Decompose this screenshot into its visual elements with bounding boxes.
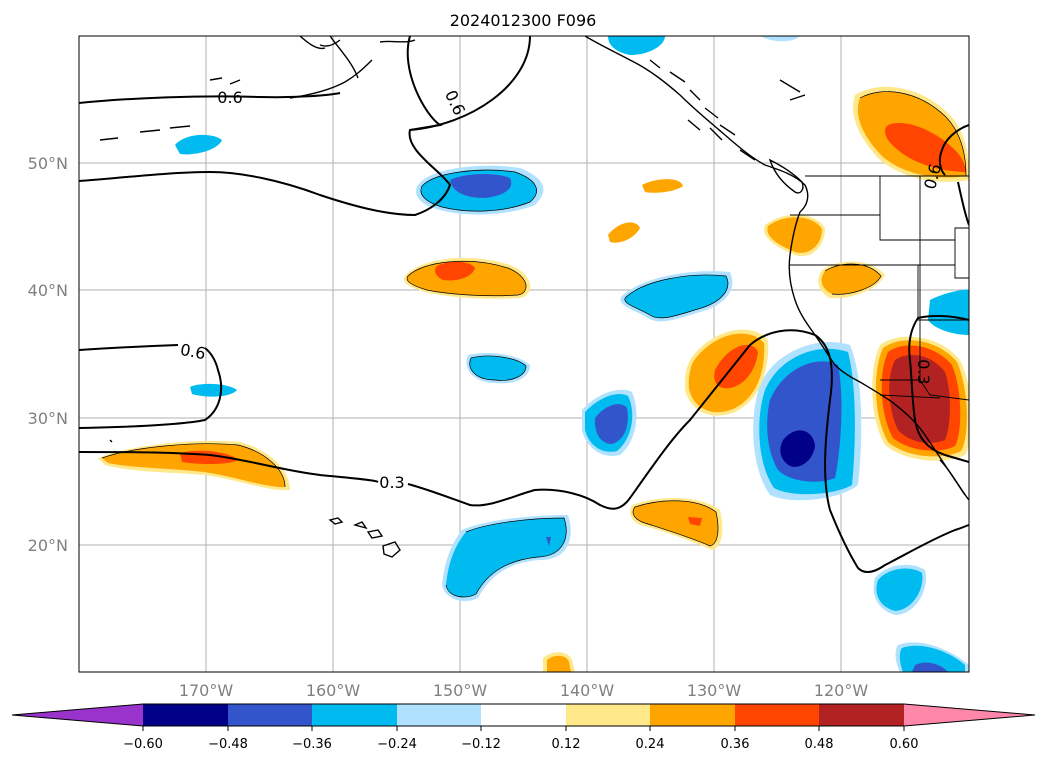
colorbar-bin (650, 704, 735, 726)
colorbar-min-extension (12, 704, 143, 726)
map-frame (78, 35, 970, 673)
colorbar-tick-label: −0.60 (123, 737, 163, 752)
colorbar-tick-label: −0.24 (377, 737, 417, 752)
lon-label: 130°W (687, 681, 742, 700)
lat-label: 40°N (28, 281, 68, 300)
colorbar-tick-label: 0.12 (552, 737, 581, 752)
lon-label: 150°W (433, 681, 488, 700)
contour-label: 0.6 (217, 88, 242, 107)
colorbar-ticks (142, 726, 905, 731)
colorbar-bin (819, 704, 904, 726)
colorbar-bin (228, 704, 312, 726)
colorbar: −0.60 −0.48 −0.36 −0.24 −0.12 0.12 0.24 … (11, 703, 1036, 752)
colorbar-tick-label: 0.24 (636, 737, 665, 752)
map-title: 2024012300 F096 (450, 11, 597, 30)
lon-label: 170°W (179, 681, 234, 700)
political-borders (790, 175, 969, 401)
lon-label: 160°W (306, 681, 361, 700)
longitude-labels: 170°W 160°W 150°W 140°W 130°W 120°W (179, 681, 869, 700)
colorbar-bin (481, 704, 566, 726)
colorbar-tick-label: 0.36 (721, 737, 750, 752)
lat-label: 20°N (28, 536, 68, 555)
colorbar-bin (397, 704, 481, 726)
negative-anomaly-fills (175, 36, 969, 672)
colorbar-bin (312, 704, 397, 726)
colorbar-bin (735, 704, 819, 726)
contour-label: 0.3 (379, 473, 404, 492)
colorbar-max-extension (904, 704, 1035, 726)
coastlines (99, 36, 969, 558)
lat-label: 50°N (28, 154, 68, 173)
colorbar-tick-label: −0.12 (461, 737, 501, 752)
colorbar-tick-label: −0.36 (292, 737, 332, 752)
lon-label: 120°W (814, 681, 869, 700)
colorbar-bin (143, 704, 228, 726)
lat-label: 30°N (28, 409, 68, 428)
colorbar-tick-label: −0.48 (208, 737, 248, 752)
contour-label: 0.3 (914, 359, 933, 384)
contour-lines (79, 36, 969, 573)
colorbar-tick-label: 0.48 (805, 737, 834, 752)
lon-label: 140°W (560, 681, 615, 700)
latitude-labels: 50°N 40°N 30°N 20°N (28, 154, 68, 555)
contour-label: 0.6 (179, 340, 207, 363)
anomaly-outlines (101, 91, 967, 598)
colorbar-tick-label: 0.60 (890, 737, 919, 752)
colorbar-bin (566, 704, 650, 726)
map-panel: 0.6 0.6 0.6 0.3 0.3 0.6 (79, 36, 969, 672)
